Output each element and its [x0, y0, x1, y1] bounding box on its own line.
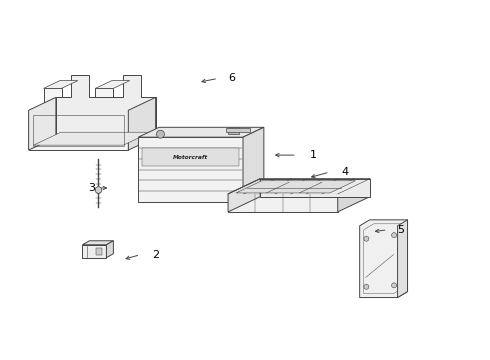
- Polygon shape: [142, 148, 239, 166]
- Polygon shape: [106, 241, 113, 258]
- Circle shape: [364, 236, 369, 241]
- Polygon shape: [28, 97, 56, 150]
- Circle shape: [364, 284, 369, 289]
- Polygon shape: [82, 245, 106, 258]
- Text: Motorcraft: Motorcraft: [173, 155, 208, 160]
- Polygon shape: [96, 248, 101, 255]
- Polygon shape: [82, 241, 113, 245]
- Polygon shape: [260, 179, 370, 197]
- Polygon shape: [236, 181, 356, 193]
- Polygon shape: [360, 220, 408, 298]
- Circle shape: [156, 130, 165, 138]
- Ellipse shape: [366, 256, 380, 274]
- Polygon shape: [128, 97, 156, 150]
- Circle shape: [392, 233, 396, 238]
- Polygon shape: [397, 220, 408, 298]
- Polygon shape: [56, 76, 156, 137]
- Polygon shape: [225, 128, 250, 132]
- Text: 4: 4: [342, 167, 349, 177]
- Polygon shape: [138, 127, 264, 137]
- Polygon shape: [28, 88, 128, 150]
- Text: 6: 6: [228, 73, 235, 84]
- Text: 3: 3: [89, 183, 96, 193]
- Polygon shape: [34, 132, 150, 145]
- Polygon shape: [96, 81, 130, 88]
- Polygon shape: [228, 179, 260, 212]
- Polygon shape: [338, 179, 370, 212]
- Text: 1: 1: [310, 150, 317, 160]
- Polygon shape: [44, 81, 78, 88]
- Text: 5: 5: [397, 225, 405, 235]
- Polygon shape: [138, 137, 243, 202]
- Polygon shape: [243, 127, 264, 202]
- Polygon shape: [228, 127, 239, 134]
- Polygon shape: [96, 186, 101, 194]
- Text: 2: 2: [152, 250, 159, 260]
- Polygon shape: [228, 179, 370, 194]
- Circle shape: [392, 283, 396, 288]
- Polygon shape: [228, 194, 338, 212]
